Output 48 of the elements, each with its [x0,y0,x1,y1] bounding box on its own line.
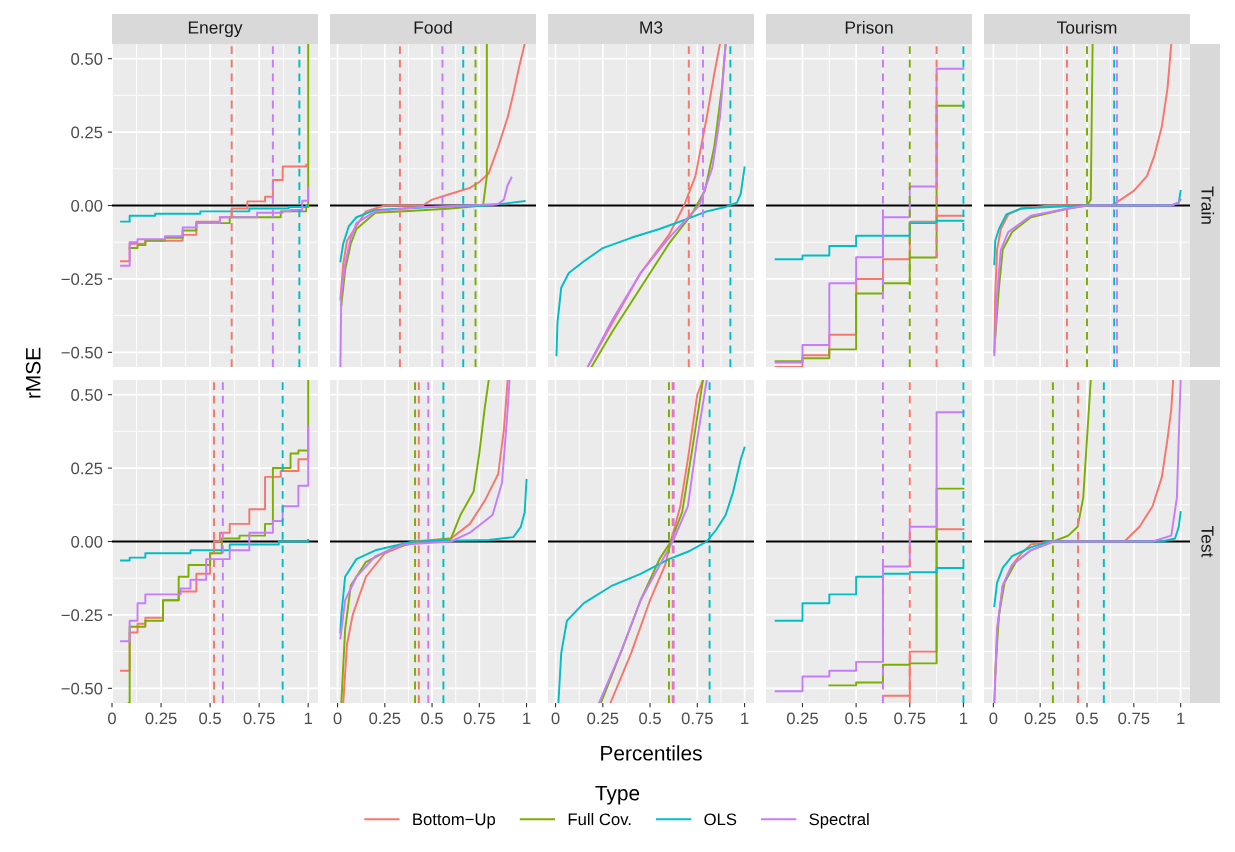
chart-title: Energy [188,21,243,38]
y-tick-label: 0.00 [71,199,103,212]
x-tick-label: 0.5 [421,712,443,725]
legend-label: OLS [704,813,737,826]
y-tick-label: 0.50 [71,53,103,65]
y-tick-label: 0.00 [71,535,103,548]
legend-label: Full Cov. [568,812,631,826]
x-tick-label: 0.25 [587,712,619,725]
y-tick-label: 0.50 [71,389,103,401]
chart-title: Prison [845,20,893,34]
x-tick-label: 0.75 [1118,712,1150,725]
x-tick-label: 1 [1177,712,1185,725]
x-tick-label: 0.25 [145,712,177,725]
text: Train [1201,186,1215,224]
chart-title: Food [414,20,452,34]
x-tick-label: 0.75 [463,712,495,725]
chart-title: M3 [640,21,663,34]
x-tick-label: 0.75 [681,712,713,725]
x-axis-title: Percentiles [601,745,702,761]
x-tick-label: 0.25 [1024,712,1056,725]
x-tick-label: 0 [108,712,116,725]
x-tick-label: 0.25 [786,712,818,725]
x-tick-label: 0 [333,712,342,725]
x-tick-label: 0.5 [845,712,868,725]
x-tick-label: 1 [741,712,749,725]
x-tick-label: 0.5 [639,712,661,725]
x-tick-label: 0.5 [1076,712,1098,725]
y-tick-label: 0.25 [71,462,103,475]
y-tick-label: −0.50 [61,682,103,695]
chart-title: Tourism [1057,20,1117,34]
y-tick-label: 0.25 [71,126,103,139]
y-tick-label: −0.25 [61,273,103,286]
legend-title: Type [595,785,640,805]
legend-label: Bottom−Up [413,813,496,829]
x-tick-label: 0 [989,712,998,725]
x-tick-label: 0.75 [894,712,926,725]
x-tick-label: 0.5 [199,712,221,725]
x-tick-label: 1 [960,712,968,725]
x-tick-label: 1 [523,712,531,725]
y-tick-label: −0.50 [61,346,103,359]
text: Test [1201,525,1214,558]
x-tick-label: 0 [551,712,560,725]
y-axis-title: rMSE [25,347,41,398]
x-tick-label: 1 [304,712,313,725]
x-tick-label: 0.25 [369,712,401,725]
y-tick-label: −0.25 [61,609,103,622]
x-tick-label: 0.75 [243,712,275,725]
legend-label: Spectral [809,812,869,829]
